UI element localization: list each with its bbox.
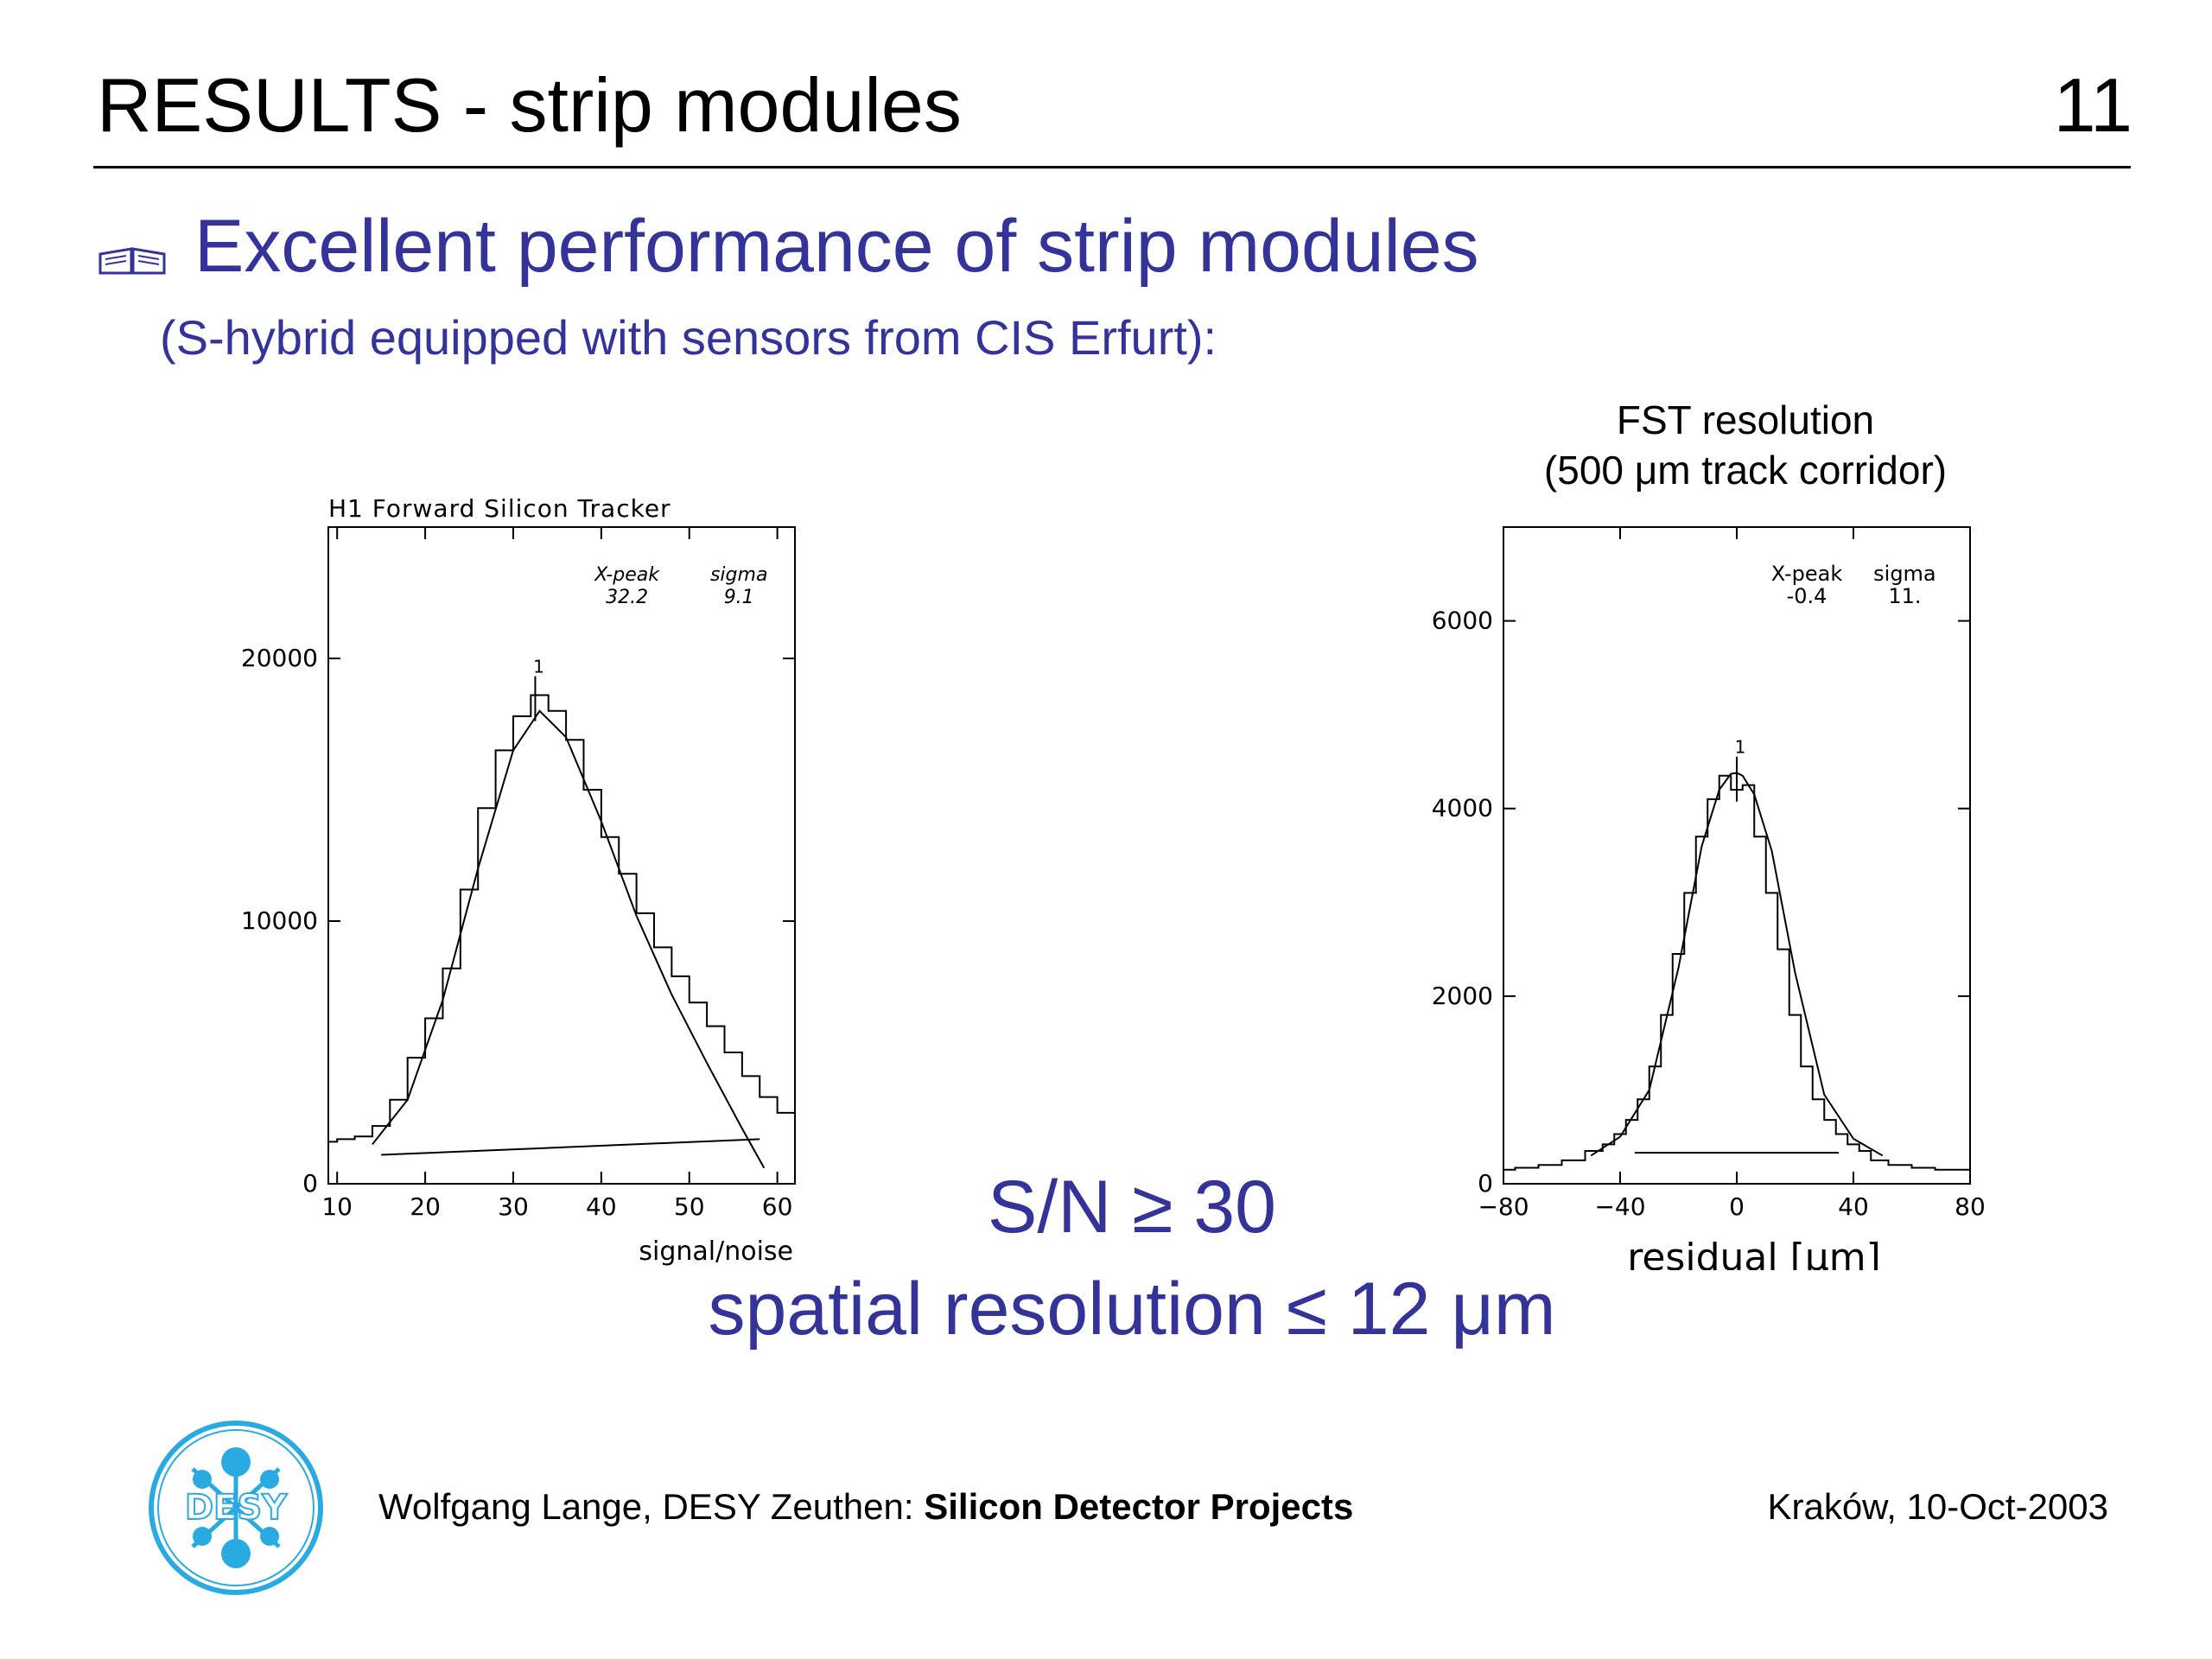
histogram-steps xyxy=(1503,774,1970,1171)
footer-date: Kraków, 10-Oct-2003 xyxy=(1767,1486,2108,1527)
logo-text: DESY xyxy=(185,1488,288,1528)
x-tick-label: 80 xyxy=(1955,1192,1986,1221)
fit-param-name: X-peak xyxy=(1771,562,1843,586)
y-tick-label: 10000 xyxy=(241,906,318,935)
footer-author: Wolfgang Lange, DESY Zeuthen: Silicon De… xyxy=(378,1486,1353,1528)
resolution-statement: spatial resolution ≤ 12 μm xyxy=(708,1268,1556,1351)
x-tick-label: 60 xyxy=(762,1192,793,1221)
sn-statement: S/N ≥ 30 xyxy=(987,1166,1276,1249)
desy-logo: DESY xyxy=(149,1421,323,1595)
x-tick-label: 40 xyxy=(586,1192,617,1221)
x-tick-label: −80 xyxy=(1478,1192,1529,1221)
fit-curve xyxy=(372,709,766,1169)
x-tick-label: 10 xyxy=(321,1192,353,1221)
book-icon xyxy=(99,247,166,275)
slide-title: RESULTS - strip modules xyxy=(97,62,962,148)
background-line xyxy=(381,1138,760,1156)
y-tick-label: 20000 xyxy=(241,644,318,672)
chart1-title: H1 Forward Silicon Tracker xyxy=(328,494,671,523)
fit-param-value: 32.2 xyxy=(606,587,648,608)
x-tick-label: 0 xyxy=(1729,1192,1745,1221)
x-tick-label: 40 xyxy=(1838,1192,1869,1221)
page-number: 11 xyxy=(2053,62,2133,148)
title-divider xyxy=(93,166,2131,168)
fit-param-name: sigma xyxy=(1873,562,1936,586)
fit-curve xyxy=(1590,772,1884,1157)
x-tick-label: 20 xyxy=(410,1192,441,1221)
chart2-title: FST resolution (500 μm track corridor) xyxy=(1417,396,2074,495)
x-tick-label: −40 xyxy=(1594,1192,1645,1221)
y-tick-label: 4000 xyxy=(1432,794,1493,823)
x-axis-label: signal/noise xyxy=(639,1236,793,1267)
x-tick-label: 50 xyxy=(674,1192,705,1221)
fit-param-value: 11. xyxy=(1888,584,1921,608)
y-tick-label: 6000 xyxy=(1432,607,1493,635)
histogram-steps xyxy=(328,694,795,1143)
fit-param-name: sigma xyxy=(710,564,767,586)
main-heading: Excellent performance of strip modules xyxy=(194,205,1479,288)
y-tick-label: 2000 xyxy=(1432,982,1493,1010)
footer-project: Silicon Detector Projects xyxy=(924,1486,1354,1527)
x-tick-label: 30 xyxy=(498,1192,529,1221)
plot-frame xyxy=(1503,526,1971,1185)
footer-author-name: Wolfgang Lange, DESY Zeuthen: xyxy=(378,1486,925,1527)
fit-param-value: -0.4 xyxy=(1787,584,1827,608)
chart2-title-line2: (500 μm track corridor) xyxy=(1543,447,1948,493)
fit-param-value: 9.1 xyxy=(724,587,754,608)
peak-marker-label: 1 xyxy=(1735,737,1746,758)
x-axis-label: residual [μm] xyxy=(1627,1236,1881,1270)
sub-heading: (S-hybrid equipped with sensors from CIS… xyxy=(160,310,1217,365)
y-tick-label: 0 xyxy=(302,1169,318,1198)
y-tick-label: 0 xyxy=(1478,1169,1493,1198)
residual-histogram: 0 2000 4000 6000 −80 −40 0 40 80 1 X-peak-0.4 sigma… xyxy=(1432,526,1986,1270)
chart2-title-line1: FST resolution xyxy=(1616,397,1875,442)
peak-marker-label: 1 xyxy=(533,657,544,677)
plot-frame xyxy=(327,526,796,1185)
fit-param-name: X-peak xyxy=(594,564,660,586)
